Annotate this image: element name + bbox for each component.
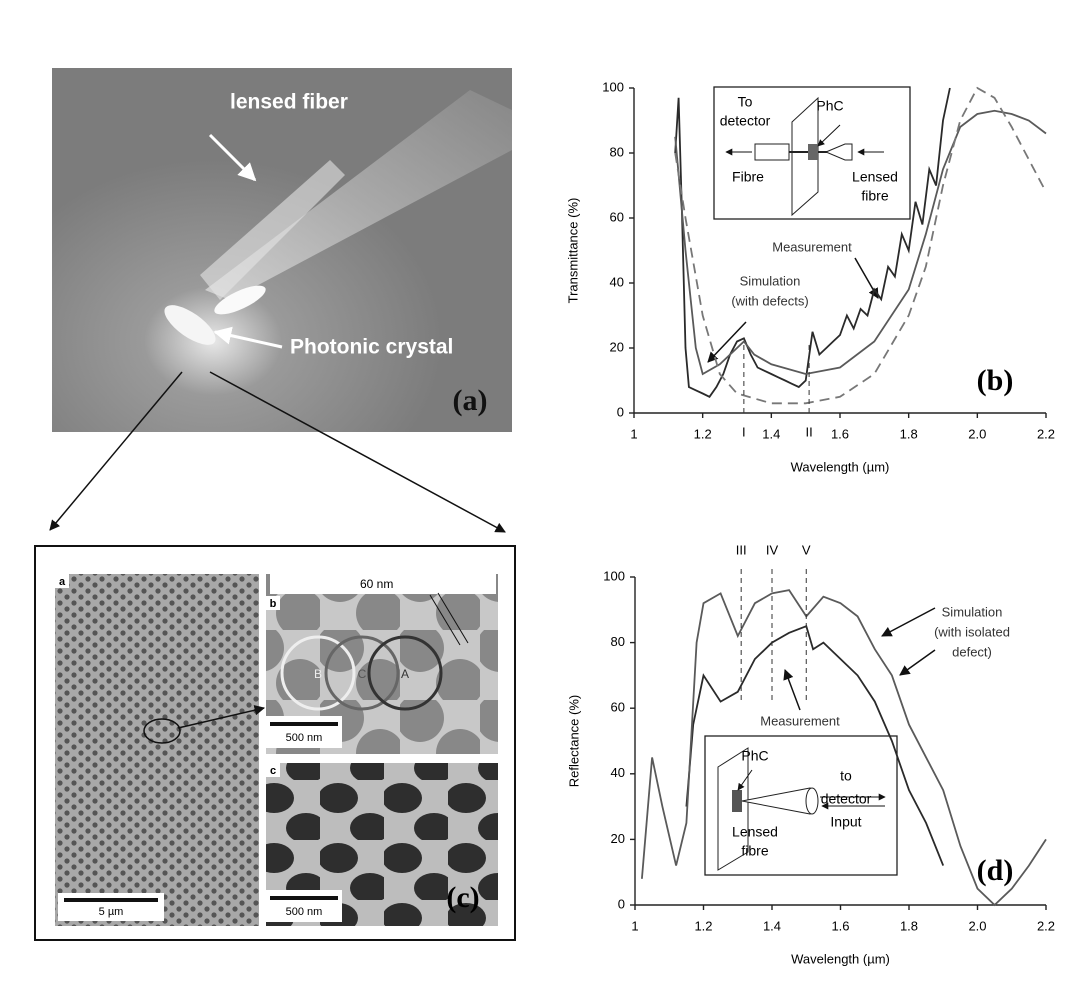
y-tick-label: 60 bbox=[611, 700, 625, 715]
y-tick-label: 20 bbox=[610, 339, 624, 354]
panel-label: (c) bbox=[446, 881, 479, 914]
marker-label: IV bbox=[766, 542, 779, 557]
x-tick-label: 1.6 bbox=[831, 918, 849, 933]
photo-label: lensed fiber bbox=[230, 91, 348, 114]
inset-label: Fibre bbox=[732, 169, 764, 185]
marker-label: II bbox=[805, 424, 812, 439]
y-tick-label: 80 bbox=[611, 634, 625, 649]
circle-label: B bbox=[314, 667, 322, 681]
photo-a: lensed fiber Photonic crystal (a) bbox=[52, 68, 512, 432]
inset-label: Input bbox=[830, 814, 861, 830]
annotation: (with isolated bbox=[934, 624, 1010, 639]
x-tick-label: 1 bbox=[631, 918, 638, 933]
x-tick-label: 1.6 bbox=[831, 426, 849, 441]
x-axis-label: Wavelength (µm) bbox=[791, 951, 890, 966]
y-tick-label: 40 bbox=[611, 765, 625, 780]
inset-label: fibre bbox=[741, 843, 768, 859]
panel-label: (a) bbox=[453, 384, 488, 417]
sem-width: 60 nm bbox=[360, 577, 393, 591]
scale-bar: 500 nm bbox=[286, 732, 323, 744]
y-tick-label: 100 bbox=[602, 79, 624, 94]
x-tick-label: 1.8 bbox=[900, 918, 918, 933]
marker-label: I bbox=[742, 424, 746, 439]
x-tick-label: 2.2 bbox=[1037, 918, 1055, 933]
inset-label: To bbox=[738, 94, 753, 110]
x-tick-label: 1 bbox=[630, 426, 637, 441]
y-tick-label: 80 bbox=[610, 144, 624, 159]
sem-c: a b c 60 nm B C A 5 µm 500 nm 500 nm (c) bbox=[35, 546, 515, 940]
sem-panel: c bbox=[270, 765, 276, 777]
figure: lensed fiber Photonic crystal (a) a b c … bbox=[0, 0, 1079, 992]
circle-label: A bbox=[401, 667, 409, 681]
inset-label: detector bbox=[720, 113, 771, 129]
x-tick-label: 1.8 bbox=[900, 426, 918, 441]
annotation: Measurement bbox=[760, 713, 840, 728]
y-tick-label: 100 bbox=[603, 568, 625, 583]
annotation: Measurement bbox=[772, 239, 852, 254]
y-axis-label: Transmittance (%) bbox=[565, 198, 580, 304]
sem-panel: b bbox=[270, 598, 277, 610]
annotation: Simulation bbox=[740, 273, 801, 288]
y-tick-label: 0 bbox=[618, 896, 625, 911]
panel-label: (d) bbox=[977, 854, 1014, 887]
x-tick-label: 1.4 bbox=[763, 918, 781, 933]
y-axis-label: Reflectance (%) bbox=[566, 695, 581, 787]
x-tick-label: 1.4 bbox=[762, 426, 780, 441]
inset-label: Lensed bbox=[852, 169, 898, 185]
photo-label: Photonic crystal bbox=[290, 336, 453, 359]
x-tick-label: 1.2 bbox=[694, 918, 712, 933]
annotation: Simulation bbox=[942, 604, 1003, 619]
y-tick-label: 20 bbox=[611, 831, 625, 846]
inset-label: detector bbox=[821, 791, 872, 807]
y-tick-label: 60 bbox=[610, 209, 624, 224]
inset-label: to bbox=[840, 768, 852, 784]
y-tick-label: 40 bbox=[610, 274, 624, 289]
panel-label: (b) bbox=[977, 364, 1014, 397]
x-tick-label: 2.2 bbox=[1037, 426, 1055, 441]
inset-label: PhC bbox=[741, 748, 768, 764]
x-tick-label: 2.0 bbox=[968, 426, 986, 441]
inset-label: fibre bbox=[861, 188, 888, 204]
marker-label: III bbox=[736, 542, 747, 557]
annotation: (with defects) bbox=[731, 293, 808, 308]
scale-bar: 500 nm bbox=[286, 906, 323, 918]
x-tick-label: 1.2 bbox=[694, 426, 712, 441]
marker-label: V bbox=[802, 542, 811, 557]
inset-label: Lensed bbox=[732, 824, 778, 840]
scale-bar: 5 µm bbox=[99, 906, 124, 918]
sem-panel: a bbox=[59, 576, 66, 588]
annotation: defect) bbox=[952, 644, 992, 659]
inset-label: PhC bbox=[816, 98, 843, 114]
y-tick-label: 0 bbox=[617, 404, 624, 419]
x-tick-label: 2.0 bbox=[968, 918, 986, 933]
x-axis-label: Wavelength (µm) bbox=[791, 459, 890, 474]
circle-label: C bbox=[358, 667, 367, 681]
